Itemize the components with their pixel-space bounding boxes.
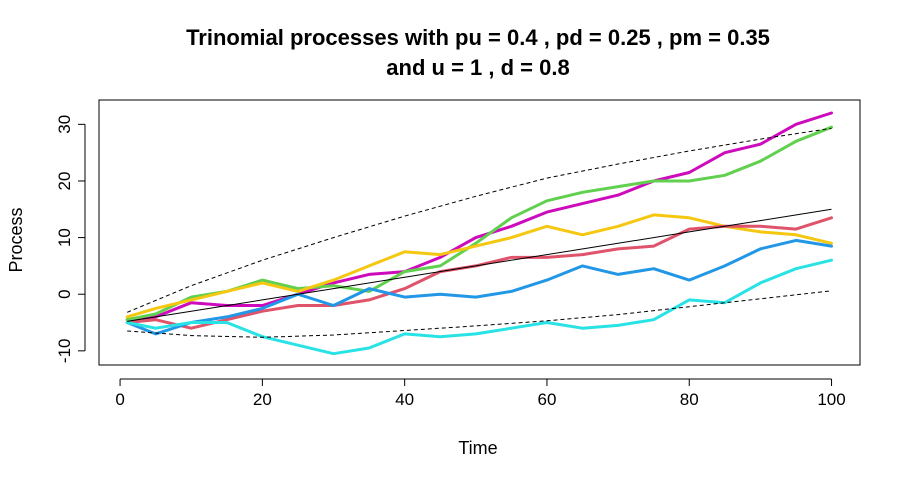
x-tick-label: 100	[817, 390, 845, 409]
chart-subtitle: and u = 1 , d = 0.8	[386, 55, 569, 80]
y-tick-label: 30	[55, 115, 74, 134]
x-tick-label: 0	[115, 390, 124, 409]
y-tick-label: 0	[55, 289, 74, 298]
y-tick-label: 20	[55, 172, 74, 191]
series-line-4	[125, 216, 833, 330]
x-tick-label: 60	[537, 390, 556, 409]
y-tick-label: -10	[55, 339, 74, 364]
y-axis-label: Process	[6, 207, 26, 272]
x-axis-label: Time	[458, 438, 497, 458]
plot-frame	[98, 99, 861, 366]
y-tick-label: 10	[55, 228, 74, 247]
series-line-5	[125, 238, 833, 336]
series-line-6	[125, 258, 833, 356]
chart-title: Trinomial processes with pu = 0.4 , pd =…	[186, 25, 770, 50]
series-line-1	[125, 111, 833, 322]
plot-area: 0 20 40 60 80 100 -10 0 10 20 30	[55, 99, 861, 409]
upper-band-line	[127, 127, 832, 313]
x-tick-label: 20	[253, 390, 272, 409]
series-line-3	[125, 213, 833, 319]
mean-line	[127, 208, 832, 322]
x-tick-label: 40	[395, 390, 414, 409]
x-tick-label: 80	[680, 390, 699, 409]
